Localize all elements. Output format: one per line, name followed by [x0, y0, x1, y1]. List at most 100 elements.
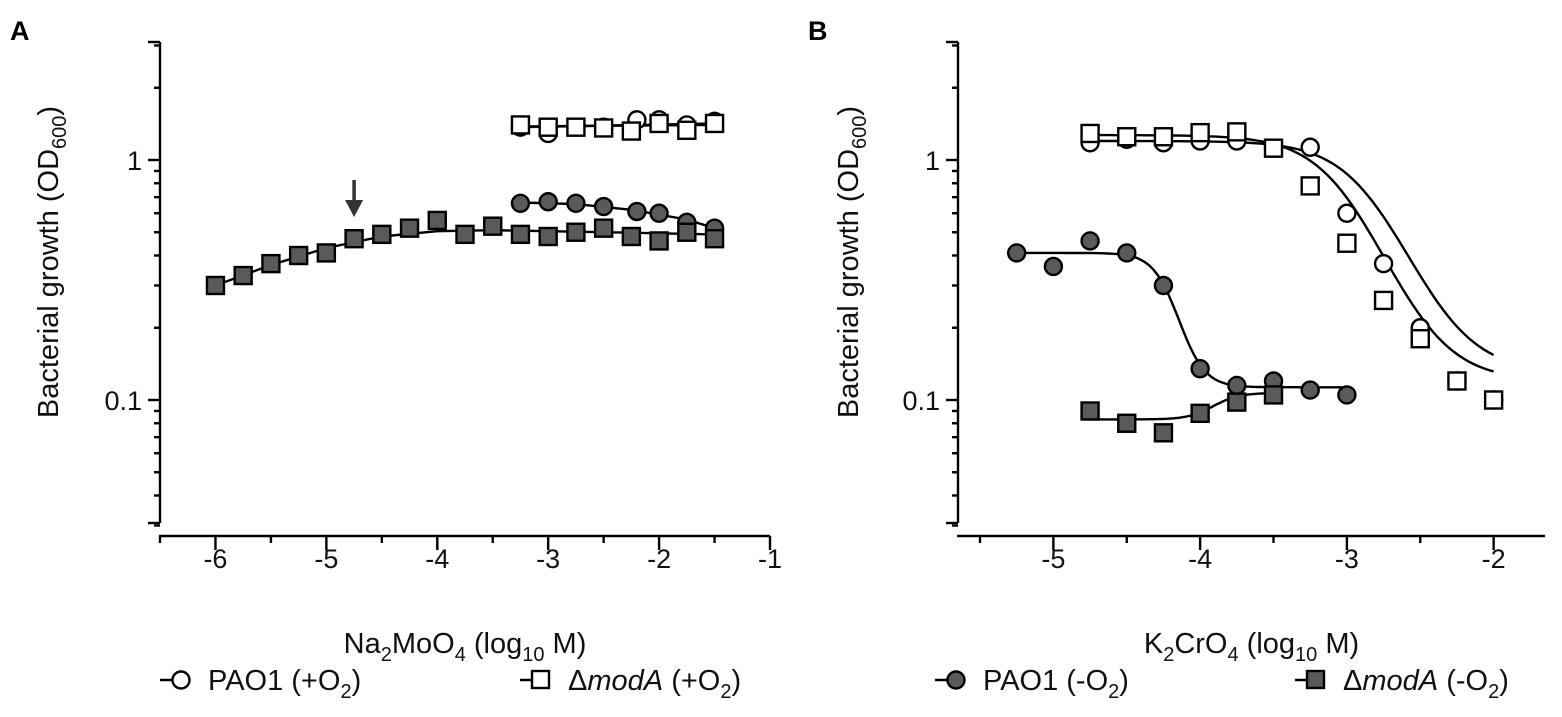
y-tick-label: 0.1 — [104, 386, 142, 416]
x-axis-label: Na2MoO4 (log10 M) — [344, 628, 587, 666]
data-point-square — [1117, 127, 1137, 147]
data-point-square — [1447, 371, 1467, 391]
data-point-square — [1080, 401, 1100, 421]
chart-panel-b: B 0.1 1 -5 -4 -3 -2 K2CrO4 (log10 M) Bacterial g… — [808, 16, 1545, 666]
data-point-square — [649, 113, 669, 134]
data-point-circle — [1337, 385, 1357, 405]
data-point-square — [288, 245, 309, 266]
data-point-square — [427, 210, 447, 231]
data-point-square — [538, 117, 558, 137]
legend-label: ΔmodA (-O2) — [1343, 665, 1509, 703]
data-point-circle — [1337, 203, 1357, 223]
data-point-circle — [627, 201, 647, 222]
data-point-square — [1190, 403, 1210, 424]
data-point-square — [510, 115, 531, 135]
arrow-annotation-icon — [345, 200, 364, 217]
legend-label: PAO1 (+O2) — [208, 665, 361, 703]
data-point-square — [372, 224, 392, 245]
legend-item-pao1_o2: PAO1 (+O2) — [160, 665, 361, 703]
data-point-square — [233, 265, 253, 286]
data-point-square — [704, 228, 725, 249]
x-tick-label: -2 — [1482, 544, 1506, 574]
legend-marker-circle — [171, 670, 191, 690]
data-point-square — [1263, 385, 1284, 405]
y-axis-label: Bacterial growth (OD600) — [33, 106, 71, 418]
x-tick-label: -5 — [1041, 544, 1065, 574]
x-axis-label: K2CrO4 (log10 M) — [1144, 628, 1359, 666]
data-point-circle — [1043, 256, 1064, 277]
x-tick-label: -1 — [758, 544, 782, 574]
fit-curve — [1016, 251, 1347, 389]
data-point-square — [1227, 122, 1247, 142]
data-point-square — [510, 224, 531, 245]
panel-label: B — [808, 16, 828, 46]
data-point-square — [316, 243, 337, 263]
data-point-circle — [510, 193, 531, 214]
data-point-square — [593, 218, 614, 238]
data-point-square — [621, 121, 642, 141]
data-point-circle — [1153, 275, 1174, 296]
data-point-circle — [1300, 137, 1320, 157]
data-point-square — [1483, 390, 1504, 410]
data-point-circle — [1117, 243, 1137, 263]
legend-label: ΔmodA (+O2) — [568, 665, 741, 703]
data-point-square — [1117, 413, 1137, 433]
data-point-square — [399, 218, 420, 238]
data-point-square — [261, 253, 281, 274]
legend: PAO1 (+O2) ΔmodA (+O2) PAO1 (-O2) ΔmodA (-O… — [160, 665, 1509, 703]
data-point-circle — [649, 203, 669, 223]
data-point-square — [677, 222, 697, 242]
x-tick-label: -6 — [203, 544, 227, 574]
data-point-square — [1153, 423, 1174, 443]
data-point-square — [593, 118, 614, 138]
fit-curve — [1090, 139, 1495, 357]
data-point-square — [566, 117, 586, 137]
legend-item-pao1_no2: PAO1 (-O2) — [935, 665, 1129, 703]
legend-item-moda_no2: ΔmodA (-O2) — [1295, 665, 1509, 703]
data-point-square — [538, 226, 558, 247]
data-point-square — [649, 231, 669, 251]
data-point-circle — [538, 192, 558, 212]
data-point-square — [344, 228, 364, 249]
data-point-square — [455, 224, 475, 245]
data-point-square — [205, 275, 226, 296]
data-point-circle — [1080, 231, 1100, 251]
legend-marker-square — [1305, 669, 1326, 690]
x-tick-label: -2 — [647, 544, 671, 574]
legend-item-moda_o2: ΔmodA (+O2) — [520, 665, 741, 703]
data-point-circle — [1300, 380, 1320, 400]
x-tick-label: -4 — [1188, 544, 1212, 574]
data-point-circle — [1373, 253, 1394, 274]
data-point-square — [1190, 122, 1210, 143]
y-tick-label: 0.1 — [902, 386, 940, 416]
y-tick-label: 1 — [127, 146, 142, 176]
data-point-square — [1410, 329, 1430, 349]
x-tick-label: -4 — [425, 544, 449, 574]
data-point-square — [1373, 290, 1394, 311]
data-point-square — [1263, 138, 1284, 158]
data-point-circle — [1227, 375, 1247, 396]
data-point-square — [1227, 392, 1247, 412]
x-tick-label: -5 — [314, 544, 338, 574]
fit-curve — [1090, 133, 1494, 373]
y-tick-label: 1 — [925, 146, 940, 176]
legend-label: PAO1 (-O2) — [983, 665, 1129, 703]
y-axis-label: Bacterial growth (OD600) — [833, 106, 871, 418]
data-point-circle — [593, 196, 614, 217]
data-point-square — [621, 226, 642, 247]
data-point-square — [483, 216, 503, 236]
x-tick-label: -3 — [1335, 544, 1359, 574]
data-point-square — [1300, 176, 1320, 196]
x-tick-label: -3 — [536, 544, 560, 574]
data-point-square — [677, 120, 697, 140]
data-point-square — [1080, 123, 1100, 144]
chart-panel-a: A 0.1 1 -6 -5 -4 -3 -2 -1 Na2MoO4 (log10 M) Bacter… — [10, 16, 782, 666]
legend-marker-square — [530, 669, 551, 690]
data-point-square — [566, 222, 586, 242]
legend-marker-circle — [946, 670, 966, 690]
data-point-circle — [1007, 243, 1027, 263]
data-point-square — [1153, 127, 1174, 147]
panel-label: A — [10, 16, 30, 46]
data-point-square — [1337, 233, 1357, 253]
